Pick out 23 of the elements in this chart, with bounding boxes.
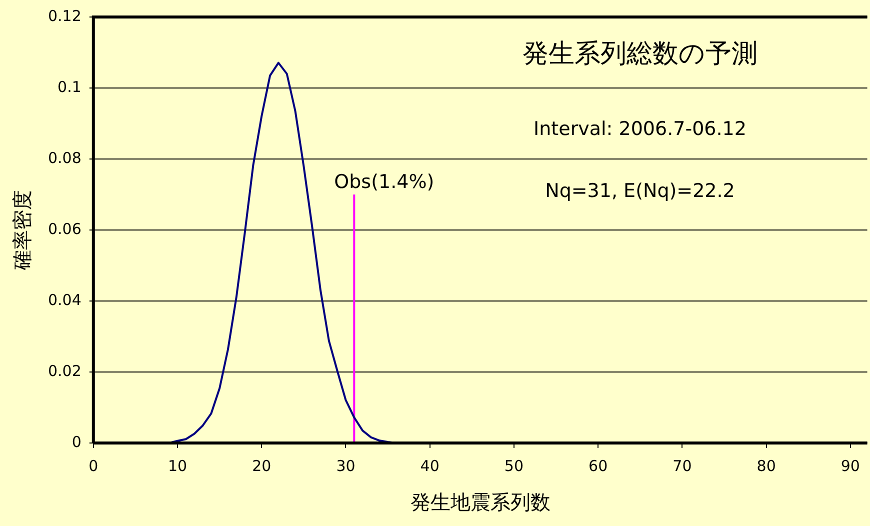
x-tick-label: 0: [88, 456, 98, 475]
x-tick-label: 90: [840, 456, 860, 475]
x-tick-label: 60: [588, 456, 608, 475]
x-tick-label: 40: [420, 456, 440, 475]
x-tick-label: 20: [252, 456, 272, 475]
y-tick-label: 0: [72, 432, 82, 451]
x-axis-title: 発生地震系列数: [410, 490, 550, 514]
x-tick-label: 50: [504, 456, 524, 475]
x-tick-label: 70: [672, 456, 692, 475]
x-tick-label: 30: [336, 456, 356, 475]
annotation: Obs(1.4%): [334, 170, 434, 193]
annotation: Nq=31, E(Nq)=22.2: [545, 180, 735, 202]
x-tick-label: 80: [756, 456, 776, 475]
text: 発生系列総数の予測: [522, 38, 758, 69]
y-tick-label: 0.12: [48, 6, 82, 25]
y-tick-label: 0.08: [48, 148, 82, 167]
y-axis-title: 確率密度: [10, 190, 34, 271]
y-tick-label: 0.04: [48, 290, 82, 309]
y-tick-label: 0.1: [58, 78, 82, 96]
y-tick-label: 0.06: [48, 220, 82, 238]
x-tick-label: 10: [168, 456, 188, 475]
y-tick-label: 0.02: [48, 362, 82, 380]
annotation: Interval: 2006.7-06.12: [534, 118, 746, 140]
